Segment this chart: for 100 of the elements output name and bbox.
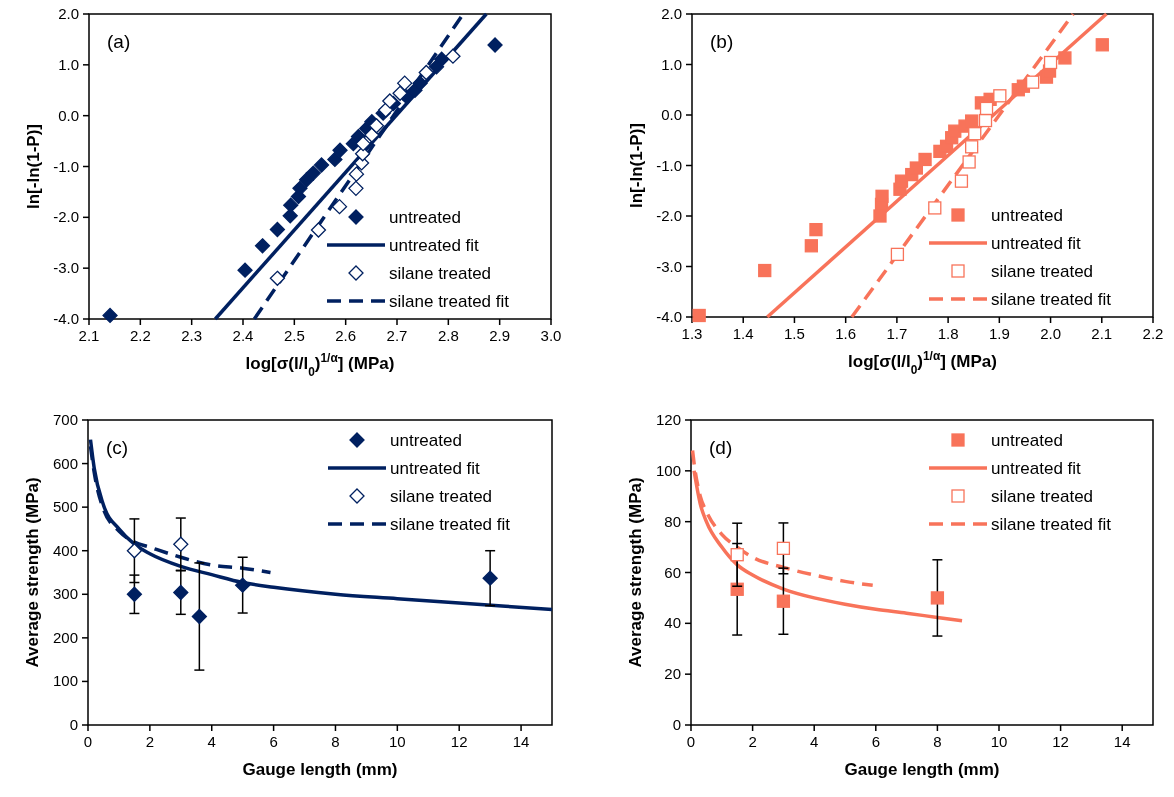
y-tick-label: 0.0 [661,106,682,123]
legend-label: silane treated fit [390,515,511,534]
x-tick-label: 2.7 [386,327,408,344]
y-tick-label: 60 [664,563,681,581]
point [928,201,942,215]
point [965,140,979,154]
point [978,113,993,128]
y-tick-label: 600 [52,454,78,472]
y-tick-label: -1.0 [656,156,682,174]
annotation: (a) [107,31,131,52]
point [993,89,1007,103]
point [368,118,385,134]
point [1043,55,1058,70]
legend-label: untreated fit [991,459,1082,478]
point [965,114,979,128]
x-axis-title: Gauge length (mm) [844,760,1000,779]
x-tick-label: 6 [269,733,278,750]
y-tick-label: 700 [52,411,78,428]
x-tick-label: 2.4 [232,327,254,344]
x-tick-label: 2.1 [1091,325,1113,342]
point [283,197,299,213]
y-axis-title: ln[-ln(1-P)] [24,124,43,209]
point [758,263,772,278]
legend-label: silane treated [991,487,1094,506]
x-tick-label: 6 [871,733,880,750]
x-tick-label: 10 [388,733,406,750]
y-tick-label: 1.0 [58,55,79,73]
point [954,174,969,188]
x-tick-label: 3.0 [540,327,562,344]
point [327,151,343,168]
point [962,155,976,169]
annotation: (c) [106,437,129,458]
y-tick-label: 0 [672,716,681,733]
y-tick-label: 2.0 [661,5,682,22]
point [918,152,932,167]
x-tick-label: 8 [331,733,340,750]
x-tick-label: 2 [145,733,155,750]
point [418,64,434,81]
point [305,165,321,181]
point [776,541,791,555]
y-tick-label: 400 [52,541,78,559]
annotation: (d) [709,437,733,458]
y-tick-label: -1.0 [53,157,79,175]
x-tick-label: 2.0 [1040,325,1061,342]
y-tick-label: 80 [664,512,681,530]
point [1095,38,1109,52]
y-axis-title: ln[-ln(1-P)] [627,123,646,208]
y-tick-label: -2.0 [656,207,682,224]
x-tick-label: 12 [450,733,468,750]
y-tick-label: 0.0 [58,106,79,124]
x-tick-label: 2.3 [181,327,203,344]
point [482,570,498,586]
point [804,239,818,253]
point [392,85,408,101]
point [126,543,143,559]
legend-label: untreated [991,431,1063,450]
y-tick-label: 200 [52,628,78,646]
y-tick-label: 120 [655,411,681,428]
point [382,93,398,109]
point [126,586,143,602]
x-tick-label: 2.2 [129,327,151,344]
point [873,209,887,223]
point [875,189,889,203]
x-tick-label: 2.9 [489,327,511,344]
point [692,308,706,323]
y-axis-title: Average strength (MPa) [23,477,42,668]
y-tick-label: 0 [69,716,78,733]
point [730,548,744,562]
legend-label: untreated fit [991,234,1082,253]
point [348,166,365,182]
legend-label: untreated fit [389,236,480,255]
legend-label: silane treated [389,264,492,283]
point [434,51,450,67]
y-tick-label: 40 [664,614,681,632]
y-axis-title: Average strength (MPa) [626,477,645,668]
y-tick-label: 20 [664,665,681,683]
y-tick-label: 300 [52,585,78,603]
point [355,135,371,152]
point [412,75,428,91]
x-tick-label: 1.8 [937,325,959,342]
point [809,222,823,237]
point [890,247,905,262]
x-tick-label: 1.5 [784,325,805,342]
point [310,222,327,238]
x-tick-label: 1.9 [988,325,1010,342]
x-tick-label: 14 [512,733,530,750]
y-tick-label: 500 [52,498,78,516]
point [1025,75,1040,89]
x-tick-label: 2.5 [283,327,305,344]
x-tick-label: 1.3 [681,325,703,342]
x-tick-label: 14 [1113,733,1131,750]
y-tick-label: 100 [655,461,681,479]
x-tick-label: 2 [748,733,757,750]
x-axis-title: log[σ(l/l$_{0}$)$^{1/α}$] (MPa) [245,351,395,379]
point [1058,51,1072,65]
point [776,594,791,608]
x-tick-label: 4 [810,733,819,750]
y-tick-label: -3.0 [656,257,682,275]
point [313,157,330,173]
x-axis-title: log[σ(l/l$_{0}$)$^{1/α}$] (MPa) [848,349,997,377]
